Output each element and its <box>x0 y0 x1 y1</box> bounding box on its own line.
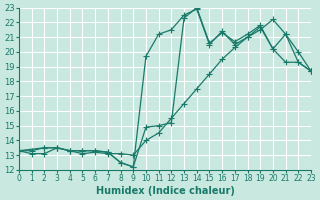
X-axis label: Humidex (Indice chaleur): Humidex (Indice chaleur) <box>96 186 235 196</box>
